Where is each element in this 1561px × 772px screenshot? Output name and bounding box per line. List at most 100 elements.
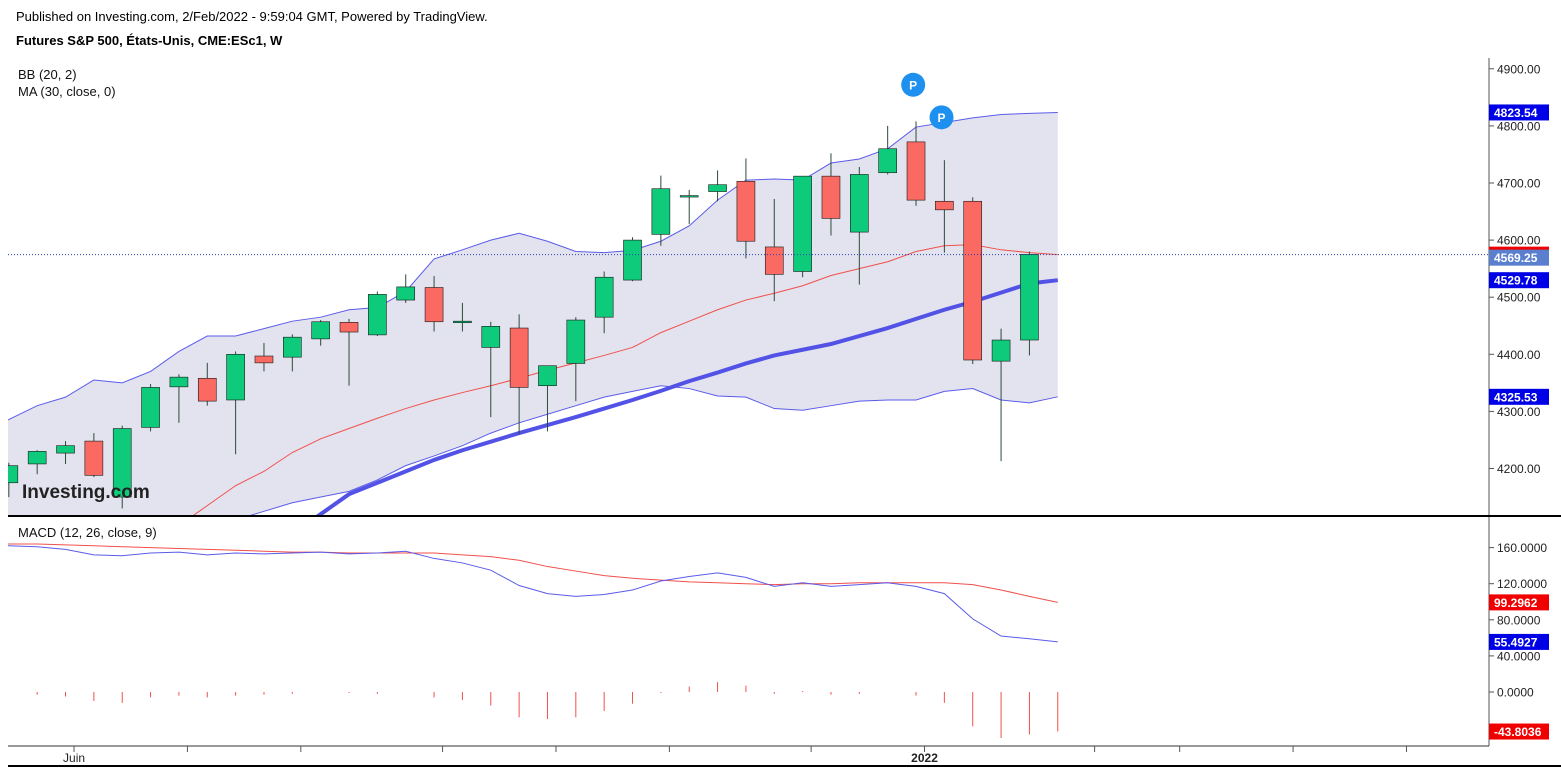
candle	[623, 237, 642, 282]
candle	[27, 450, 47, 475]
price-badge: 4325.53	[1489, 388, 1549, 405]
pivot-label: P	[909, 78, 917, 92]
macd-plot-area	[8, 543, 1059, 739]
macd-pane	[8, 543, 1059, 739]
price-tick-label: 4400.00	[1497, 348, 1541, 362]
badge-bg	[1489, 723, 1549, 740]
pivot-marker: P	[929, 105, 954, 130]
investing-watermark: Investing.com	[22, 482, 150, 503]
bollinger-lower-line	[246, 385, 1058, 516]
candle	[878, 125, 897, 175]
price-tick-label: 4800.00	[1497, 119, 1541, 133]
candle-body	[736, 180, 756, 242]
candle-body	[850, 174, 869, 233]
candle	[736, 158, 756, 259]
candle-body	[481, 326, 501, 348]
candle	[481, 321, 501, 418]
badge-label: -43.8036	[1494, 725, 1542, 739]
price-badge: 4529.78	[1489, 272, 1549, 289]
candle	[906, 121, 926, 206]
indicator-label: MA (30, close, 0)	[18, 84, 116, 99]
price-tick-label: 4900.00	[1497, 62, 1541, 76]
candle-body	[623, 239, 642, 281]
bollinger-basis-line	[191, 244, 1058, 516]
badge-bg	[1489, 272, 1549, 289]
candle-body	[906, 141, 926, 201]
candle-body	[793, 175, 812, 272]
candle	[84, 433, 104, 478]
time-label: Juin	[63, 751, 85, 765]
macd-tick-label: 80.0000	[1497, 613, 1541, 627]
candle-body	[963, 200, 983, 361]
candle-body	[453, 320, 472, 323]
price-pane: P P Investing.com	[8, 72, 1489, 516]
badge-bg	[1489, 388, 1549, 405]
candle	[850, 167, 869, 285]
price-badge: 55.4927	[1489, 633, 1549, 650]
bollinger-band-fill	[8, 112, 1058, 516]
candle	[1020, 251, 1039, 356]
candle	[679, 189, 699, 225]
candle	[368, 291, 387, 337]
candle-body	[566, 319, 586, 364]
candle-body	[1020, 254, 1039, 341]
symbol-title: Futures S&P 500, États-Unis, CME:ESc1, W	[16, 33, 283, 48]
price-badge: 99.2962	[1489, 594, 1549, 611]
candle	[424, 276, 444, 332]
price-tick-label: 4200.00	[1497, 462, 1541, 476]
price-plot-area	[8, 111, 1059, 516]
candle-body	[254, 355, 274, 364]
candle-body	[311, 321, 330, 340]
badge-label: 4325.53	[1494, 390, 1538, 404]
candle	[339, 318, 359, 386]
price-badge: 4569.25	[1489, 249, 1549, 266]
candle	[935, 160, 954, 253]
candle	[311, 320, 330, 346]
candle-body	[764, 246, 784, 275]
indicator-label: BB (20, 2)	[18, 67, 77, 82]
badge-bg	[1489, 104, 1549, 121]
candle-body	[821, 175, 841, 219]
pivot-label: P	[938, 111, 946, 125]
badge-label: 4529.78	[1494, 274, 1538, 288]
candle	[283, 334, 302, 372]
candle-body	[339, 322, 359, 333]
candle	[708, 170, 727, 202]
price-tick-label: 4500.00	[1497, 291, 1541, 305]
candle	[764, 198, 784, 302]
candle	[793, 175, 812, 278]
candle	[594, 271, 614, 334]
candle-body	[141, 387, 160, 428]
ma30-line	[314, 278, 1059, 516]
badge-bg	[1489, 594, 1549, 611]
badge-label: 55.4927	[1494, 635, 1538, 649]
price-tick-label: 4300.00	[1497, 405, 1541, 419]
candle	[169, 374, 189, 423]
candle	[112, 425, 132, 509]
pivot-marker: P	[901, 72, 926, 97]
candle	[141, 383, 160, 432]
candle	[651, 175, 671, 246]
candle	[453, 302, 472, 332]
candle-body	[368, 294, 387, 336]
macd-line	[8, 545, 1058, 643]
candle-body	[56, 445, 75, 454]
price-badge: 4823.54	[1489, 104, 1549, 121]
candle	[226, 351, 245, 455]
candle	[254, 342, 274, 372]
candle	[963, 197, 983, 365]
candle-body	[594, 276, 614, 318]
candle-body	[538, 365, 557, 387]
pivot-circle	[901, 72, 926, 97]
candle-body	[878, 148, 897, 174]
candle-body	[509, 327, 529, 388]
candle-body	[651, 188, 671, 235]
candle	[821, 153, 841, 236]
candle	[509, 314, 529, 435]
macd-label: MACD (12, 26, close, 9)	[18, 525, 157, 540]
candle	[396, 274, 416, 303]
candle-body	[396, 286, 416, 301]
pivot-circle	[929, 105, 954, 130]
badge-label: 99.2962	[1494, 596, 1538, 610]
